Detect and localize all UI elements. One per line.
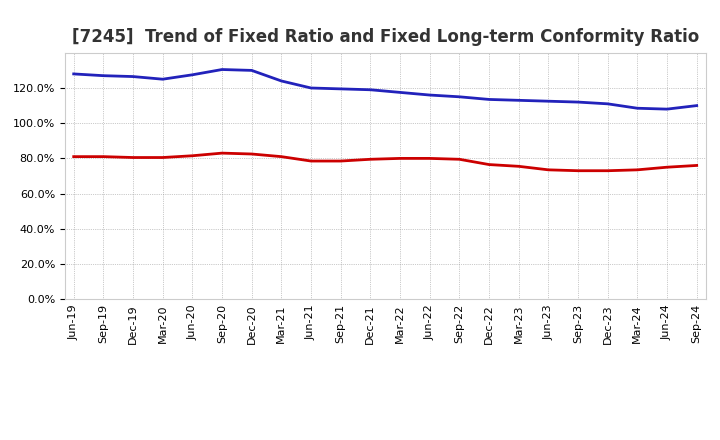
Fixed Ratio xyxy=(366,87,374,92)
Fixed Ratio xyxy=(188,72,197,77)
Fixed Long-term Conformity Ratio xyxy=(307,158,315,164)
Fixed Ratio xyxy=(248,68,256,73)
Fixed Ratio xyxy=(129,74,138,79)
Fixed Ratio xyxy=(514,98,523,103)
Fixed Long-term Conformity Ratio xyxy=(514,164,523,169)
Fixed Ratio xyxy=(307,85,315,91)
Fixed Ratio xyxy=(99,73,108,78)
Fixed Ratio xyxy=(426,92,434,98)
Fixed Ratio xyxy=(574,99,582,105)
Fixed Long-term Conformity Ratio xyxy=(277,154,286,159)
Fixed Long-term Conformity Ratio xyxy=(693,163,701,168)
Line: Fixed Ratio: Fixed Ratio xyxy=(73,70,697,109)
Fixed Ratio xyxy=(633,106,642,111)
Fixed Long-term Conformity Ratio xyxy=(633,167,642,172)
Fixed Long-term Conformity Ratio xyxy=(69,154,78,159)
Fixed Long-term Conformity Ratio xyxy=(455,157,464,162)
Fixed Ratio xyxy=(69,71,78,77)
Fixed Long-term Conformity Ratio xyxy=(336,158,345,164)
Fixed Ratio xyxy=(277,78,286,84)
Fixed Long-term Conformity Ratio xyxy=(544,167,553,172)
Title: [7245]  Trend of Fixed Ratio and Fixed Long-term Conformity Ratio: [7245] Trend of Fixed Ratio and Fixed Lo… xyxy=(71,28,699,46)
Fixed Long-term Conformity Ratio xyxy=(188,153,197,158)
Fixed Long-term Conformity Ratio xyxy=(248,151,256,157)
Fixed Ratio xyxy=(603,101,612,106)
Fixed Ratio xyxy=(662,106,671,112)
Fixed Long-term Conformity Ratio xyxy=(485,162,493,167)
Fixed Long-term Conformity Ratio xyxy=(158,155,167,160)
Fixed Long-term Conformity Ratio xyxy=(603,168,612,173)
Fixed Long-term Conformity Ratio xyxy=(426,156,434,161)
Fixed Long-term Conformity Ratio xyxy=(574,168,582,173)
Fixed Long-term Conformity Ratio xyxy=(662,165,671,170)
Fixed Ratio xyxy=(485,97,493,102)
Fixed Ratio xyxy=(336,86,345,92)
Fixed Long-term Conformity Ratio xyxy=(129,155,138,160)
Fixed Ratio xyxy=(693,103,701,108)
Fixed Ratio xyxy=(217,67,226,72)
Fixed Ratio xyxy=(158,77,167,82)
Line: Fixed Long-term Conformity Ratio: Fixed Long-term Conformity Ratio xyxy=(73,153,697,171)
Fixed Long-term Conformity Ratio xyxy=(217,150,226,156)
Fixed Long-term Conformity Ratio xyxy=(366,157,374,162)
Fixed Ratio xyxy=(544,99,553,104)
Fixed Ratio xyxy=(396,90,405,95)
Fixed Ratio xyxy=(455,94,464,99)
Fixed Long-term Conformity Ratio xyxy=(396,156,405,161)
Fixed Long-term Conformity Ratio xyxy=(99,154,108,159)
